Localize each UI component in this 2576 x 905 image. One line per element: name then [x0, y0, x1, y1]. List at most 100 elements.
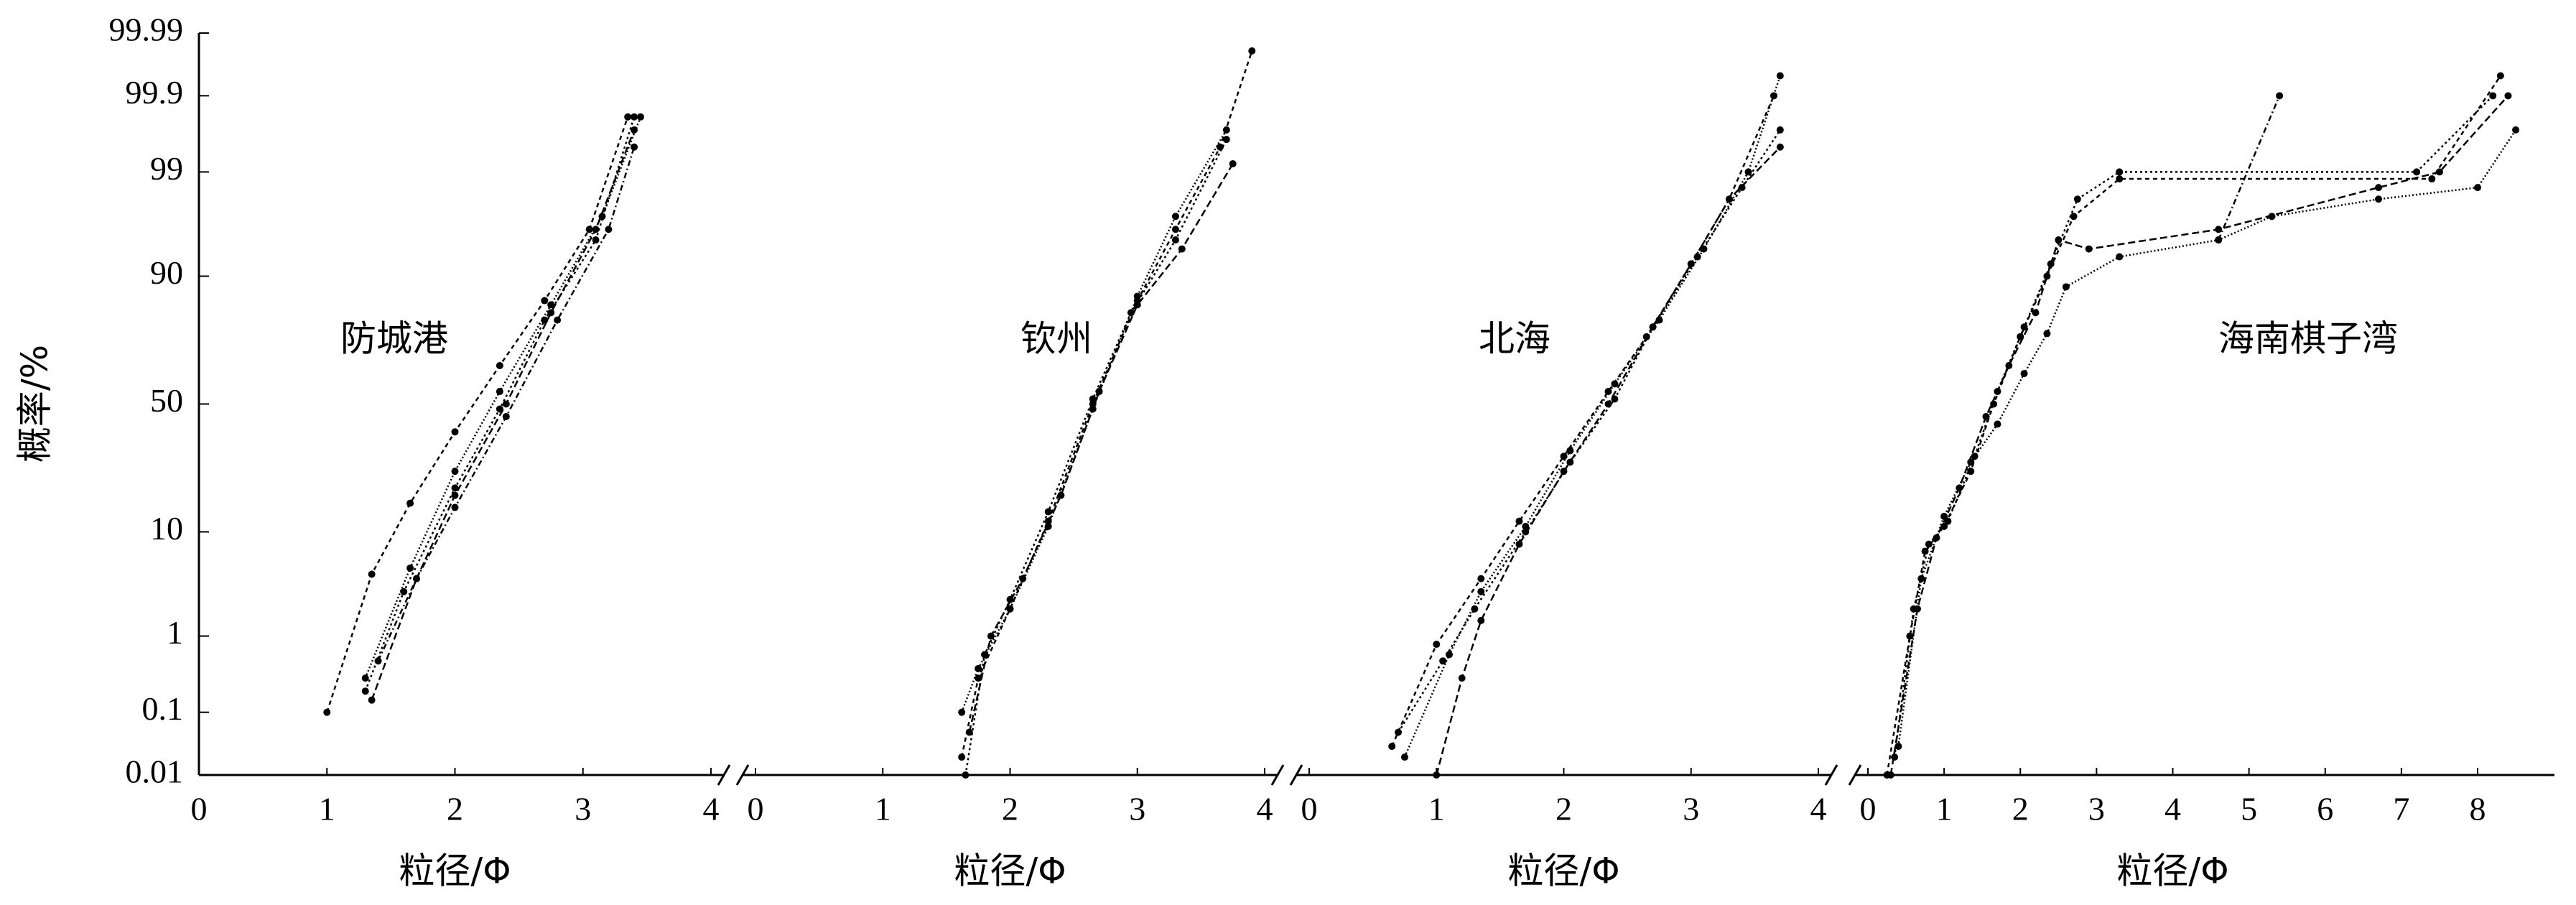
data-point — [1776, 126, 1784, 134]
data-point — [1744, 168, 1752, 176]
data-point — [361, 674, 369, 682]
data-point — [585, 226, 593, 233]
series-line — [960, 50, 1253, 758]
x-tick-label: 2 — [1556, 791, 1572, 827]
x-axis-label: 粒径/Φ — [1507, 850, 1619, 892]
axis-break — [1270, 764, 1285, 786]
series-line — [960, 129, 1227, 713]
data-point — [2474, 184, 2481, 192]
data-point — [1229, 159, 1237, 167]
data-point — [2375, 184, 2383, 192]
data-point — [2073, 195, 2081, 203]
data-point — [1433, 641, 1441, 649]
data-point — [592, 236, 600, 244]
x-tick-label: 1 — [875, 791, 891, 827]
data-point — [1471, 605, 1479, 613]
x-tick-label: 3 — [1683, 791, 1699, 827]
data-point — [1388, 743, 1396, 751]
y-tick-label: 1 — [167, 614, 183, 651]
data-point — [1248, 47, 1256, 55]
data-point — [1133, 292, 1141, 300]
series-line — [1897, 129, 2517, 747]
data-point — [1445, 651, 1453, 659]
panel-label: 海南棋子湾 — [2218, 318, 2398, 360]
y-tick-label: 0.01 — [126, 753, 184, 790]
axis-break — [735, 764, 750, 786]
data-point — [1655, 316, 1663, 324]
data-point — [1178, 245, 1186, 253]
y-tick-label: 99.99 — [109, 11, 184, 48]
data-point — [1216, 143, 1224, 151]
data-point — [965, 728, 973, 736]
data-point — [1171, 213, 1179, 221]
series-line — [968, 163, 1234, 733]
x-tick-label: 2 — [1002, 791, 1018, 827]
series-line — [364, 116, 636, 692]
y-tick-label: 90 — [150, 254, 183, 291]
data-point — [1477, 616, 1485, 624]
x-tick-label: 4 — [1257, 791, 1273, 827]
data-point — [958, 753, 966, 761]
x-tick-label: 5 — [2241, 791, 2257, 827]
data-point — [451, 428, 459, 436]
data-point — [1887, 771, 1894, 779]
data-point — [2116, 253, 2124, 261]
data-point — [1917, 575, 1925, 583]
data-point — [2276, 92, 2284, 100]
data-point — [2055, 236, 2063, 244]
data-point — [1940, 512, 1948, 520]
x-tick-label: 2 — [2012, 791, 2029, 827]
data-point — [451, 468, 459, 475]
data-point — [2070, 213, 2078, 221]
data-point — [323, 708, 331, 716]
data-point — [2268, 213, 2276, 221]
data-point — [1770, 92, 1777, 100]
data-point — [1222, 136, 1230, 144]
x-tick-label: 3 — [575, 791, 591, 827]
data-point — [1913, 605, 1921, 613]
x-tick-label: 6 — [2317, 791, 2333, 827]
data-point — [368, 570, 376, 578]
data-point — [1171, 236, 1179, 244]
data-point — [1458, 674, 1466, 682]
data-point — [1776, 143, 1784, 151]
panel-label: 钦州 — [1020, 318, 1092, 360]
data-point — [2435, 168, 2443, 176]
x-tick-label: 4 — [1810, 791, 1827, 827]
data-point — [361, 687, 369, 695]
data-point — [1477, 575, 1485, 583]
axis-break — [1289, 764, 1303, 786]
y-tick-label: 50 — [150, 382, 183, 419]
series-line — [2218, 95, 2281, 241]
data-point — [2085, 245, 2093, 253]
data-point — [2489, 92, 2497, 100]
data-point — [2512, 126, 2520, 134]
panel-label: 北海 — [1479, 318, 1550, 360]
data-point — [1925, 540, 1933, 548]
data-point — [541, 297, 549, 305]
series-line — [1398, 129, 1781, 733]
data-point — [605, 226, 613, 233]
x-tick-label: 0 — [191, 791, 208, 827]
x-tick-label: 3 — [2088, 791, 2105, 827]
axis-break — [1824, 764, 1838, 786]
data-point — [1089, 405, 1097, 413]
y-tick-label: 99 — [150, 150, 183, 187]
data-point — [2215, 236, 2223, 244]
data-point — [2062, 283, 2070, 291]
data-point — [368, 696, 376, 704]
data-point — [1400, 753, 1408, 761]
x-tick-label: 1 — [1428, 791, 1445, 827]
data-point — [1133, 301, 1141, 309]
data-point — [2375, 195, 2383, 203]
x-tick-label: 8 — [2470, 791, 2486, 827]
series-line — [1391, 95, 1775, 747]
data-point — [1515, 517, 1523, 525]
data-point — [2043, 330, 2051, 338]
data-point — [451, 491, 459, 499]
data-point — [496, 361, 503, 369]
series-line — [1403, 75, 1781, 758]
data-point — [400, 588, 408, 595]
panel-label: 防城港 — [340, 318, 448, 360]
data-point — [1127, 309, 1135, 317]
